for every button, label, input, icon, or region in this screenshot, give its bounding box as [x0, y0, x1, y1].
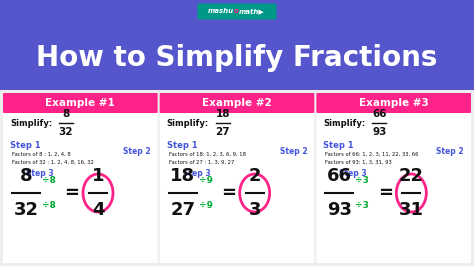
- Text: math▶: math▶: [239, 8, 265, 14]
- Text: 3: 3: [248, 201, 261, 219]
- Text: ÷3: ÷3: [356, 176, 369, 185]
- Text: Example #2: Example #2: [202, 98, 272, 108]
- Text: Step 3: Step 3: [339, 168, 367, 177]
- FancyBboxPatch shape: [160, 93, 314, 263]
- Text: Step 1: Step 1: [10, 140, 41, 149]
- FancyBboxPatch shape: [316, 93, 471, 113]
- Text: 93: 93: [327, 201, 352, 219]
- Text: 27: 27: [215, 127, 230, 137]
- FancyBboxPatch shape: [160, 93, 314, 113]
- FancyBboxPatch shape: [198, 3, 276, 19]
- Text: Factors of 18: 1, 2, 3, 6, 9, 18: Factors of 18: 1, 2, 3, 6, 9, 18: [169, 152, 246, 156]
- Text: Simplify:: Simplify:: [10, 118, 52, 127]
- Text: Step 2: Step 2: [123, 148, 151, 156]
- Text: 8: 8: [20, 167, 32, 185]
- FancyBboxPatch shape: [3, 93, 158, 113]
- Text: Simplify:: Simplify:: [167, 118, 209, 127]
- Text: ÷9: ÷9: [199, 176, 213, 185]
- Text: 93: 93: [372, 127, 386, 137]
- Text: Factors of 93: 1, 3, 31, 93: Factors of 93: 1, 3, 31, 93: [325, 160, 392, 164]
- Text: 8: 8: [63, 109, 70, 119]
- Text: How to Simplify Fractions: How to Simplify Fractions: [36, 44, 438, 72]
- Text: 1: 1: [92, 167, 104, 185]
- Text: =: =: [221, 184, 236, 202]
- Text: 32: 32: [59, 127, 73, 137]
- Text: ÷8: ÷8: [42, 176, 56, 185]
- Text: o: o: [234, 8, 239, 14]
- Text: Factors of 8 : 1, 2, 4, 8: Factors of 8 : 1, 2, 4, 8: [12, 152, 71, 156]
- Text: Factors of 32 : 1, 2, 4, 8, 16, 32: Factors of 32 : 1, 2, 4, 8, 16, 32: [12, 160, 94, 164]
- Text: =: =: [378, 184, 393, 202]
- Text: Step 3: Step 3: [182, 168, 210, 177]
- Text: 18: 18: [215, 109, 230, 119]
- FancyBboxPatch shape: [316, 93, 471, 263]
- Text: Example #1: Example #1: [46, 98, 115, 108]
- Text: 4: 4: [92, 201, 104, 219]
- Text: Step 1: Step 1: [167, 140, 197, 149]
- Text: Step 2: Step 2: [280, 148, 307, 156]
- FancyBboxPatch shape: [3, 93, 158, 263]
- Text: 66: 66: [372, 109, 387, 119]
- Text: ÷8: ÷8: [42, 201, 56, 210]
- Bar: [0, 0, 474, 90]
- Text: 18: 18: [170, 167, 195, 185]
- Text: mashu: mashu: [208, 8, 234, 14]
- Text: 32: 32: [13, 201, 38, 219]
- Text: 2: 2: [248, 167, 261, 185]
- Text: Factors of 27 : 1, 3, 9, 27: Factors of 27 : 1, 3, 9, 27: [169, 160, 234, 164]
- Text: 66: 66: [327, 167, 352, 185]
- Bar: [0, 90, 474, 266]
- Text: ÷9: ÷9: [199, 201, 213, 210]
- Text: Example #3: Example #3: [359, 98, 428, 108]
- Text: Step 1: Step 1: [323, 140, 354, 149]
- Text: Factors of 66: 1, 2, 3, 11, 22, 33, 66: Factors of 66: 1, 2, 3, 11, 22, 33, 66: [325, 152, 419, 156]
- Text: 31: 31: [399, 201, 424, 219]
- Text: 27: 27: [170, 201, 195, 219]
- Text: =: =: [64, 184, 80, 202]
- Text: Step 3: Step 3: [26, 168, 54, 177]
- Text: ÷3: ÷3: [356, 201, 369, 210]
- Text: 22: 22: [399, 167, 424, 185]
- Text: Step 2: Step 2: [437, 148, 464, 156]
- Text: Simplify:: Simplify:: [323, 118, 365, 127]
